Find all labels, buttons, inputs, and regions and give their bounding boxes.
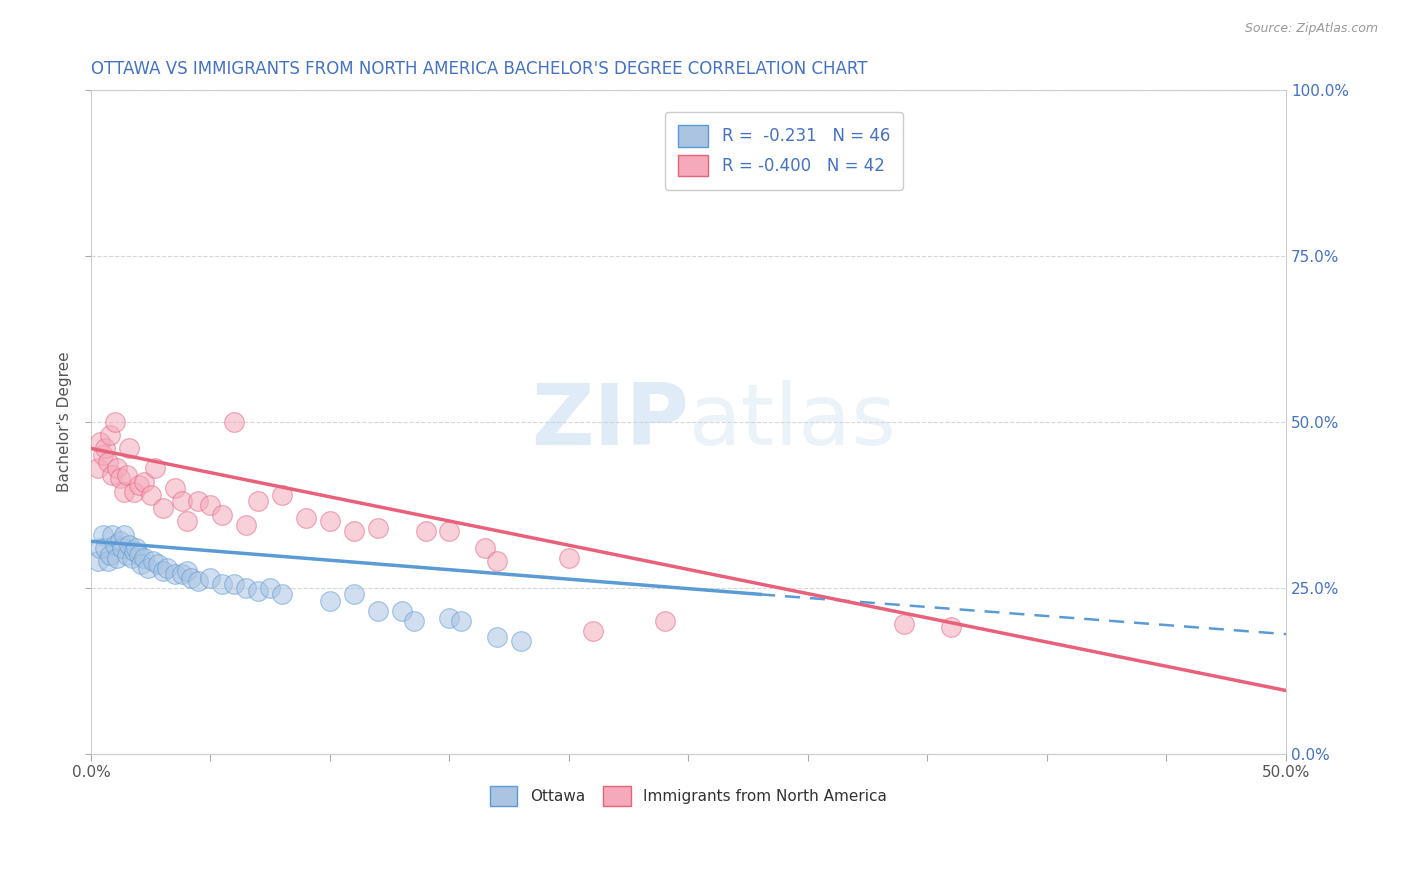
Point bbox=[510, 633, 533, 648]
Point bbox=[486, 554, 509, 568]
Point bbox=[112, 484, 135, 499]
Point bbox=[87, 554, 110, 568]
Point bbox=[211, 508, 233, 522]
Point bbox=[91, 527, 114, 541]
Point bbox=[654, 614, 676, 628]
Point bbox=[439, 524, 461, 539]
Point bbox=[94, 442, 117, 456]
Point bbox=[142, 554, 165, 568]
Point bbox=[136, 561, 159, 575]
Point bbox=[118, 538, 141, 552]
Point bbox=[247, 494, 270, 508]
Point bbox=[111, 541, 134, 555]
Point bbox=[163, 481, 186, 495]
Point bbox=[343, 524, 366, 539]
Point bbox=[259, 581, 281, 595]
Point bbox=[87, 461, 110, 475]
Point bbox=[319, 594, 342, 608]
Point bbox=[145, 461, 167, 475]
Point bbox=[319, 515, 342, 529]
Point bbox=[163, 567, 186, 582]
Point bbox=[91, 448, 114, 462]
Point bbox=[235, 517, 257, 532]
Point bbox=[121, 550, 143, 565]
Point bbox=[105, 550, 128, 565]
Point bbox=[115, 467, 138, 482]
Point bbox=[97, 455, 120, 469]
Point bbox=[187, 494, 209, 508]
Point bbox=[295, 511, 318, 525]
Point bbox=[125, 541, 148, 555]
Y-axis label: Bachelor's Degree: Bachelor's Degree bbox=[58, 351, 72, 492]
Legend: Ottawa, Immigrants from North America: Ottawa, Immigrants from North America bbox=[484, 780, 893, 813]
Point bbox=[108, 534, 131, 549]
Point bbox=[893, 617, 915, 632]
Point bbox=[271, 587, 294, 601]
Point bbox=[94, 541, 117, 555]
Text: ZIP: ZIP bbox=[530, 380, 689, 463]
Point bbox=[200, 571, 222, 585]
Point bbox=[156, 561, 179, 575]
Point bbox=[128, 478, 150, 492]
Point bbox=[104, 538, 127, 552]
Point bbox=[122, 544, 145, 558]
Point bbox=[139, 488, 162, 502]
Text: OTTAWA VS IMMIGRANTS FROM NORTH AMERICA BACHELOR'S DEGREE CORRELATION CHART: OTTAWA VS IMMIGRANTS FROM NORTH AMERICA … bbox=[91, 60, 868, 78]
Point bbox=[391, 604, 413, 618]
Point bbox=[439, 610, 461, 624]
Point bbox=[170, 494, 193, 508]
Point bbox=[402, 614, 425, 628]
Point bbox=[101, 527, 124, 541]
Point bbox=[367, 521, 389, 535]
Point bbox=[450, 614, 472, 628]
Point bbox=[89, 541, 111, 555]
Point bbox=[180, 571, 202, 585]
Point bbox=[146, 558, 169, 572]
Point bbox=[98, 548, 121, 562]
Point bbox=[486, 631, 509, 645]
Point bbox=[108, 471, 131, 485]
Point bbox=[343, 587, 366, 601]
Point bbox=[129, 558, 152, 572]
Point bbox=[224, 415, 246, 429]
Point bbox=[582, 624, 605, 638]
Point bbox=[271, 488, 294, 502]
Point bbox=[941, 620, 963, 634]
Point bbox=[224, 577, 246, 591]
Point bbox=[211, 577, 233, 591]
Point bbox=[235, 581, 257, 595]
Point bbox=[132, 550, 155, 565]
Point bbox=[97, 554, 120, 568]
Point bbox=[187, 574, 209, 588]
Point bbox=[200, 498, 222, 512]
Point bbox=[89, 434, 111, 449]
Point bbox=[122, 484, 145, 499]
Point bbox=[118, 442, 141, 456]
Text: atlas: atlas bbox=[689, 380, 897, 463]
Point bbox=[115, 548, 138, 562]
Point bbox=[132, 475, 155, 489]
Point bbox=[101, 467, 124, 482]
Point bbox=[415, 524, 437, 539]
Point bbox=[176, 515, 198, 529]
Point bbox=[170, 567, 193, 582]
Point bbox=[105, 461, 128, 475]
Point bbox=[152, 564, 174, 578]
Point bbox=[98, 428, 121, 442]
Point bbox=[128, 548, 150, 562]
Text: Source: ZipAtlas.com: Source: ZipAtlas.com bbox=[1244, 22, 1378, 36]
Point bbox=[176, 564, 198, 578]
Point bbox=[152, 501, 174, 516]
Point bbox=[247, 584, 270, 599]
Point bbox=[367, 604, 389, 618]
Point bbox=[558, 550, 581, 565]
Point bbox=[474, 541, 496, 555]
Point bbox=[104, 415, 127, 429]
Point bbox=[112, 527, 135, 541]
